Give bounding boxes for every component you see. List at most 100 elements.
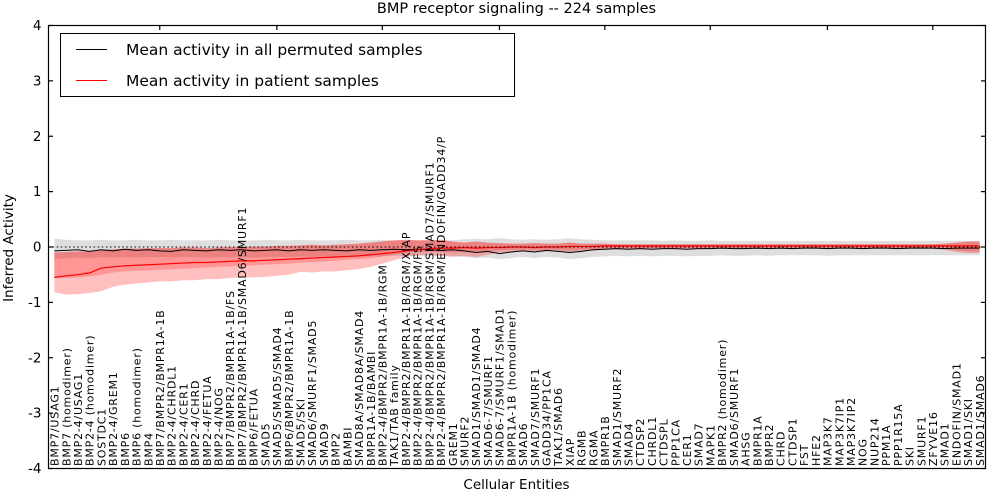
x-tick-label: HFE2	[810, 434, 823, 466]
y-tick-label: 0	[33, 240, 42, 256]
x-tick-label: AHSG	[740, 431, 753, 466]
permuted-mean-line	[54, 247, 980, 255]
x-tick-label: BMP7 (homodimer)	[60, 347, 73, 466]
x-tick-label: BMPR2	[763, 424, 776, 466]
x-tick-label: BMP2	[330, 432, 343, 466]
x-tick-label: CER1	[681, 434, 694, 466]
y-tick-label: 1	[33, 184, 42, 200]
legend-label-patient: Mean activity in patient samples	[126, 71, 379, 90]
x-tick-label: SMAD6-7/SMURF1/SMAD1	[494, 307, 507, 466]
x-tick-label: BMP6/BMPR2/BMPR1A-1B	[283, 309, 296, 466]
x-tick-label: BMP2-4/CER1	[177, 383, 190, 466]
x-tick-label: SMAD6/SMURF1/SMAD5	[306, 320, 319, 466]
x-tick-label: BMPR1B	[599, 415, 612, 466]
x-axis-label: Cellular Entities	[463, 477, 570, 493]
x-tick-label: BMP7/BMPR2/BMPR1A-1B/SMAD6/SMURF1	[236, 207, 249, 466]
x-tick-label: BMP2-4/BMPR2/BMPR1A-1B/RGM/XIAP	[400, 232, 413, 466]
x-tick-label: RGMB	[576, 430, 589, 466]
chart-title: BMP receptor signaling -- 224 samples	[376, 1, 657, 17]
x-tick-label: BMP2-4/USAG1	[72, 373, 85, 466]
patient-line-sample-icon	[76, 80, 107, 81]
y-tick-label: -1	[28, 295, 41, 311]
x-tick-label: SMAD1/SKI	[962, 398, 975, 466]
x-tick-label: BMP2-4/CHRD	[189, 380, 202, 466]
x-tick-label: CTDSP2	[634, 418, 647, 466]
x-tick-label: BMP2-4/BMPR2/BMPR1A-1B/RGM/FS	[412, 245, 425, 466]
x-tick-label: SMAD7	[693, 423, 706, 466]
legend: Mean activity in all permuted samples Me…	[60, 33, 515, 97]
x-tick-label: SMAD1/SMAD1/SMAD4	[470, 327, 483, 466]
x-tick-label: SOSTDC1	[95, 408, 108, 466]
x-tick-label: BMPR2 (homodimer)	[716, 339, 729, 466]
band-permuted-samples-range	[54, 238, 980, 260]
x-tick-label: BMP6 (homodimer)	[131, 347, 144, 466]
y-tick-label: -4	[28, 461, 41, 477]
x-tick-label: BMP2-4/NOG	[213, 387, 226, 466]
x-tick-label: SMAD5	[259, 423, 272, 466]
y-tick-label: 3	[33, 73, 42, 89]
x-tick-label: FST	[798, 444, 811, 466]
x-tick-label: BMP2-4/CHRDL1	[166, 365, 179, 466]
x-tick-label: SMAD5/SKI	[295, 398, 308, 466]
x-tick-label: BMP2-4/BMPR2/BMPR1A-1B/RGM/ENDOFIN/GADD3…	[435, 136, 448, 466]
x-tick-label: BMP4	[142, 432, 155, 466]
x-tick-label: XIAP	[564, 438, 577, 466]
y-tick-label: 2	[33, 129, 42, 145]
legend-item-patient: Mean activity in patient samples	[76, 69, 514, 93]
band-patient-samples-range-outer	[54, 239, 980, 295]
x-tick-label: ENDOFIN/SMAD1	[950, 362, 963, 466]
y-tick-label: 4	[33, 18, 42, 34]
x-tick-label: SMURF1	[915, 416, 928, 466]
y-tick-label: -2	[28, 350, 41, 366]
x-tick-label: BMP2-4/BMPR2/BMPR1A-1B/RGM	[377, 264, 390, 466]
x-tick-label: BMPR1A-1B (homodimer)	[505, 310, 518, 466]
x-tick-label: BMP6	[119, 432, 132, 466]
x-tick-label: PPM1A	[880, 425, 893, 466]
x-tick-label: SMAD8A/SMAD8A/SMAD4	[353, 310, 366, 466]
x-tick-label: TAK1/SMAD6	[552, 387, 565, 467]
x-tick-label: BMP2-4/GREM1	[107, 371, 120, 466]
x-tick-label: ZFYVE16	[927, 411, 940, 466]
legend-item-permuted: Mean activity in all permuted samples	[76, 38, 514, 62]
x-tick-label: RGMA	[587, 430, 600, 466]
x-tick-label: BMPR1A-1B/BAMBI	[365, 351, 378, 466]
x-tick-label: BMP6/FETUA	[248, 388, 261, 466]
x-tick-label: CHRD	[775, 431, 788, 466]
x-tick-label: SMURF2	[458, 416, 471, 466]
x-tick-label: SKI	[904, 446, 917, 466]
x-tick-label: GREM1	[447, 422, 460, 466]
x-tick-label: SMAD6	[517, 423, 530, 466]
x-tick-label: CHRDL1	[646, 416, 659, 466]
band-patient-samples-range-inner	[54, 239, 980, 279]
x-tick-label: PPP1R15A	[892, 404, 905, 466]
x-tick-label: BMP2-4/BMPR2/BMPR1A-1B/RGM/SMAD7/SMURF1	[423, 162, 436, 466]
x-tick-label: SMAD1/SMAD6	[974, 375, 987, 466]
x-tick-label: PPP1CA	[669, 419, 682, 466]
x-tick-label: BMP7/BMPR2/BMPR1A-1B	[154, 309, 167, 466]
x-tick-label: CTDSP1	[786, 418, 799, 466]
x-tick-label: BMPR1A	[751, 415, 764, 466]
x-tick-label: SMAD9	[318, 423, 331, 466]
x-tick-label: SMAD1	[939, 423, 952, 466]
x-tick-label: SMAD6/SMURF1	[728, 368, 741, 466]
x-tick-label: MAP3K7IP1	[833, 397, 846, 466]
x-tick-label: TAK1/TAB family	[388, 364, 401, 467]
x-tick-label: GADD34/PP1CA	[540, 370, 553, 466]
x-tick-label: SMAD5/SMAD5/SMAD4	[271, 327, 284, 466]
x-tick-label: SMAD7/SMURF1	[529, 368, 542, 466]
x-tick-label: NOG	[857, 438, 870, 466]
x-tick-label: MAPK1	[704, 424, 717, 466]
x-tick-label: SMAD1/SMURF2	[611, 368, 624, 466]
permuted-line-sample-icon	[76, 49, 107, 50]
x-tick-label: BAMBI	[341, 427, 354, 466]
x-tick-label: BMP2-4 (homodimer)	[84, 335, 97, 466]
x-tick-label: MAP3K7	[822, 416, 835, 466]
x-tick-label: BMP7/BMPR2/BMPR1A-1B/FS	[224, 290, 237, 466]
legend-label-permuted: Mean activity in all permuted samples	[126, 40, 423, 59]
x-tick-label: BMP2-4/FETUA	[201, 375, 214, 466]
x-tick-label: CTDSPL	[658, 419, 671, 466]
x-tick-label: SMAD4	[622, 423, 635, 466]
x-tick-label: SMAD6-7/SMURF1	[482, 355, 495, 466]
